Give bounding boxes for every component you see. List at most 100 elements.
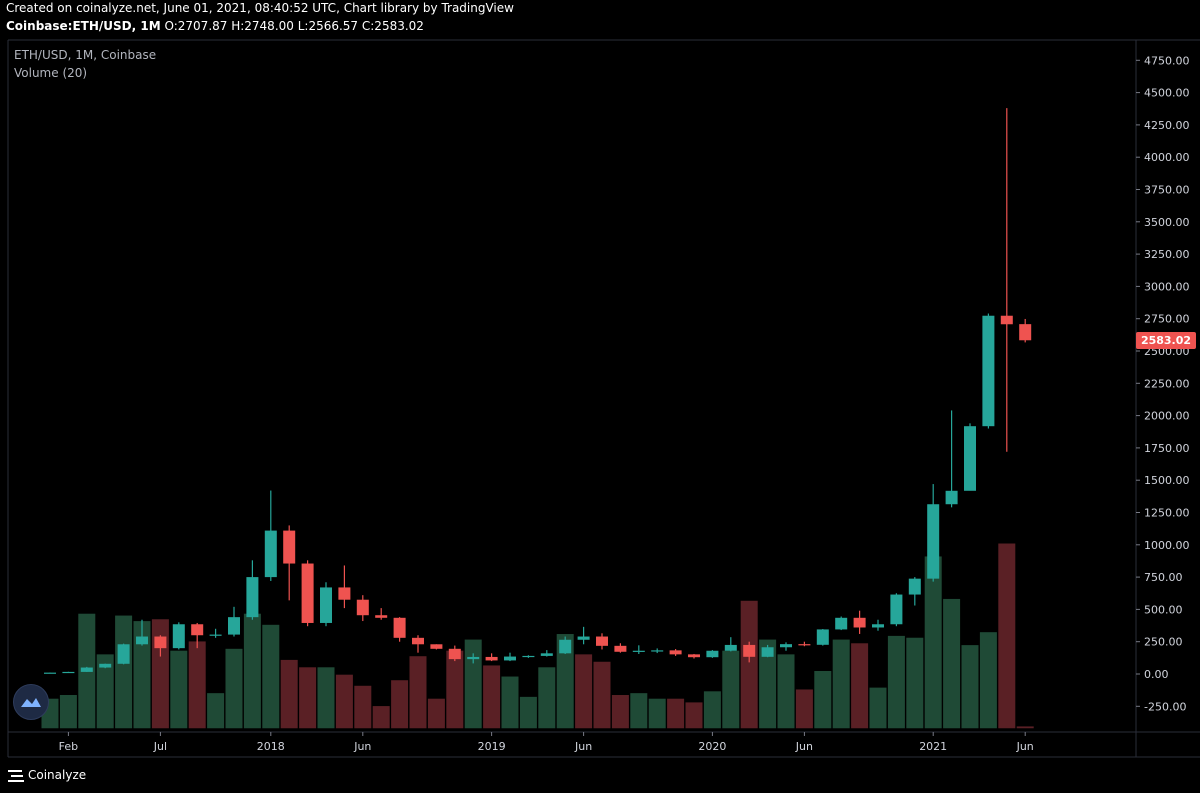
tradingview-logo[interactable]: [13, 684, 49, 720]
ohlc-values: O:2707.87 H:2748.00 L:2566.57 C:2583.02: [164, 19, 424, 33]
candle-body: [945, 490, 958, 505]
footer-brand[interactable]: Coinalyze: [8, 768, 86, 782]
volume-bar: [722, 650, 740, 729]
candle-body: [62, 671, 75, 674]
volume-bar: [759, 639, 777, 729]
volume-bar: [961, 645, 979, 729]
candle-body: [467, 656, 480, 660]
candle-body: [651, 650, 664, 652]
y-tick-label: 3000.00: [1144, 280, 1190, 293]
y-tick-label: 1500.00: [1144, 474, 1190, 487]
y-tick-label: 500.00: [1144, 603, 1183, 616]
candle-body: [430, 644, 443, 649]
candle-body: [743, 644, 756, 657]
candle-body: [209, 634, 222, 636]
candle-body: [632, 650, 645, 652]
y-tick-label: 1750.00: [1144, 442, 1190, 455]
volume-bar: [280, 659, 298, 729]
candle-body: [301, 563, 314, 623]
volume-bar: [630, 693, 648, 729]
x-tick-label: Jun: [353, 740, 371, 753]
y-tick-label: 250.00: [1144, 636, 1183, 649]
volume-bar: [943, 598, 961, 729]
volume-bar: [998, 543, 1016, 729]
x-tick-label: 2020: [698, 740, 726, 753]
candle-body: [172, 624, 185, 649]
volume-bar: [869, 687, 887, 729]
x-tick-label: Jun: [574, 740, 592, 753]
volume-bar: [115, 615, 133, 729]
candle-body: [890, 594, 903, 625]
candle-body: [816, 629, 829, 645]
candle-body: [798, 644, 811, 646]
volume-bar: [611, 695, 629, 729]
volume-bar: [593, 661, 611, 729]
y-tick-label: 2000.00: [1144, 410, 1190, 423]
volume-bar: [427, 698, 445, 729]
chart-credit: Created on coinalyze.net, June 01, 2021,…: [6, 1, 514, 15]
candle-body: [246, 577, 259, 618]
volume-bar: [519, 696, 537, 729]
candle-body: [614, 645, 627, 652]
candle-body: [908, 578, 921, 595]
volume-bar: [317, 667, 335, 729]
volume-bar: [372, 706, 390, 729]
candle-body: [577, 636, 590, 640]
candle-body: [393, 617, 406, 638]
volume-bar: [648, 698, 666, 729]
volume-bar: [906, 637, 924, 729]
volume-bars: [41, 543, 1034, 729]
candle-body: [264, 530, 277, 578]
y-tick-label: 2750.00: [1144, 313, 1190, 326]
y-tick-label: 1250.00: [1144, 507, 1190, 520]
candle-body: [1019, 324, 1032, 341]
y-tick-label: 1000.00: [1144, 539, 1190, 552]
candlestick-series: [44, 108, 1032, 674]
x-tick-label: 2019: [478, 740, 506, 753]
candle-body: [540, 653, 553, 656]
volume-bar: [979, 632, 997, 729]
volume-bar: [924, 556, 942, 729]
candle-body: [412, 637, 424, 645]
candle-body: [927, 504, 940, 579]
last-price-label: 2583.02: [1136, 331, 1196, 349]
candle-body: [228, 617, 240, 635]
candle-body: [504, 656, 516, 661]
series-legend[interactable]: ETH/USD, 1M, Coinbase: [14, 48, 157, 62]
volume-bar: [299, 667, 317, 729]
volume-bar: [243, 613, 261, 729]
volume-bar: [556, 634, 574, 729]
symbol-interval: Coinbase:ETH/USD, 1M: [6, 19, 161, 33]
volume-bar: [777, 654, 795, 729]
x-axis: Feb Jul 2018 Jun 2019 Jun 2020 Jun 2021 Jun: [59, 732, 1034, 753]
volume-bar: [96, 654, 114, 729]
volume-bar: [262, 624, 280, 729]
volume-bar: [814, 670, 832, 729]
price-pane-border: [7, 39, 1200, 758]
candle-body: [191, 624, 204, 636]
candle-body: [375, 615, 388, 618]
volume-bar: [464, 639, 482, 729]
candle-body: [99, 663, 112, 668]
volume-bar: [391, 680, 409, 729]
volume-bar: [887, 635, 905, 729]
y-tick-label: 3750.00: [1144, 184, 1190, 197]
candle-body: [982, 315, 995, 427]
y-tick-label: 2250.00: [1144, 377, 1190, 390]
candle-body: [1000, 315, 1013, 325]
volume-bar: [133, 621, 151, 729]
x-tick-label: Jun: [1016, 740, 1034, 753]
x-tick-label: Feb: [59, 740, 78, 753]
volume-bar: [409, 656, 427, 729]
volume-bar: [685, 702, 703, 729]
volume-legend[interactable]: Volume (20): [14, 66, 88, 80]
tradingview-logo-icon: [21, 698, 41, 707]
volume-bar: [188, 641, 206, 729]
candle-body: [669, 650, 682, 655]
volume-bar: [1016, 726, 1034, 729]
candle-body: [688, 654, 700, 658]
candle-body: [320, 587, 332, 623]
candle-body: [80, 667, 93, 672]
volume-bar: [667, 698, 685, 729]
